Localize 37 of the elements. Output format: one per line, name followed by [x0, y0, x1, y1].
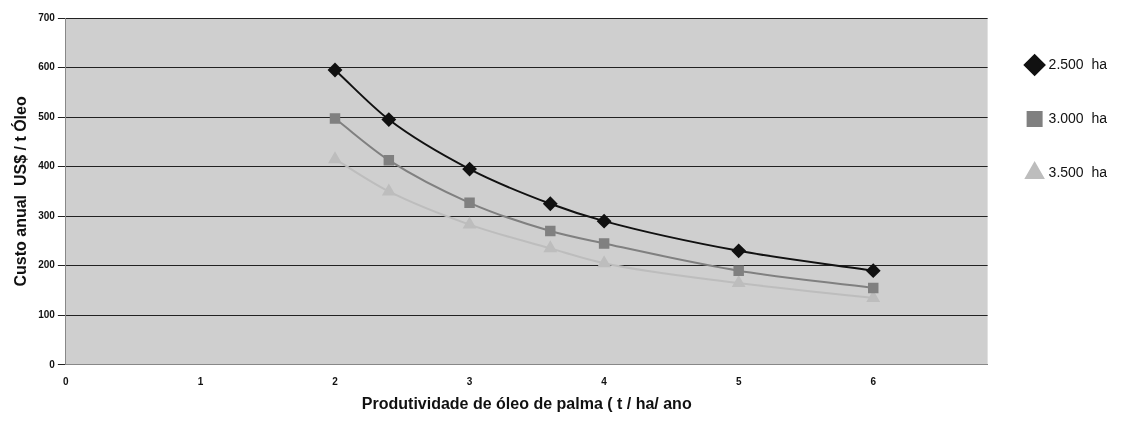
point — [383, 154, 395, 166]
point — [545, 225, 556, 237]
y-tick-label: 400 — [38, 160, 56, 172]
point — [731, 243, 746, 258]
point — [866, 263, 881, 278]
legend-label: 2.500 ha — [1048, 55, 1108, 72]
point — [597, 256, 611, 268]
point — [328, 63, 342, 78]
x-tick-label: 4 — [601, 375, 608, 387]
y-tick-label: 200 — [38, 259, 56, 271]
y-tick-label: 500 — [38, 110, 56, 122]
x-tick-label: 2 — [332, 375, 339, 387]
point — [732, 276, 745, 288]
x-tick-label: 3 — [466, 375, 473, 387]
y-tick-label: 0 — [49, 358, 56, 370]
y-tick-label: 600 — [38, 61, 56, 73]
point — [463, 217, 476, 229]
legend-label: 3.000 ha — [1048, 109, 1108, 126]
x-tick-label: 1 — [197, 375, 204, 387]
x-tick-label: 0 — [63, 375, 70, 387]
y-axis-title: Custo anual US$ / t Óleo — [11, 96, 30, 287]
point — [462, 162, 477, 177]
point — [543, 196, 558, 211]
x-tick-label: 5 — [735, 375, 742, 387]
point — [733, 265, 744, 276]
point — [597, 214, 612, 229]
point — [464, 197, 475, 209]
point — [868, 282, 879, 294]
x-axis-title: Produtividade de óleo de palma ( t / ha/ ano — [361, 394, 692, 412]
point — [381, 112, 396, 127]
y-tick-label: 300 — [38, 209, 56, 221]
point — [598, 238, 610, 249]
y-tick-label: 100 — [38, 309, 56, 321]
x-tick-label: 6 — [870, 375, 877, 387]
point — [329, 113, 341, 124]
legend-label: 3.500 ha — [1048, 163, 1108, 180]
y-tick-label: 700 — [38, 11, 56, 23]
